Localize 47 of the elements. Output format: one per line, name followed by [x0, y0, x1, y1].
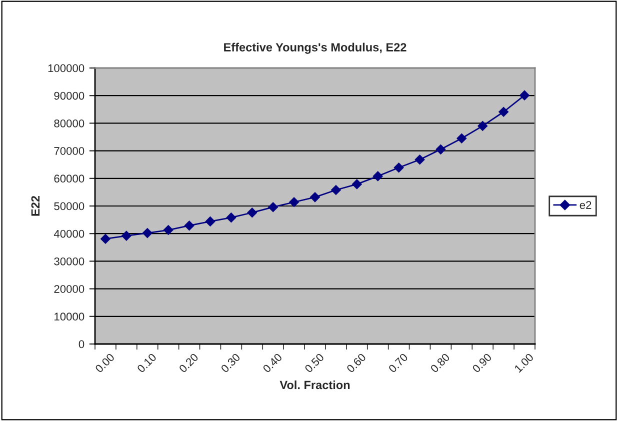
point: [268, 202, 278, 212]
y-tick-label: 0: [78, 340, 84, 348]
x-tick-label: 0.40: [262, 352, 283, 374]
x-tick-label: 1.00: [514, 352, 534, 373]
point: [163, 225, 174, 235]
y-axis-title: E22: [31, 196, 40, 216]
y-tick-label: 90000: [54, 92, 84, 100]
point: [352, 179, 362, 190]
x-tick-label: 0.60: [346, 352, 366, 374]
legend-label: e2: [580, 201, 592, 209]
point: [520, 90, 530, 100]
chart-title: Effective Youngs's Modulus, E22: [224, 42, 406, 54]
point: [205, 216, 216, 226]
x-tick-label: 0.50: [304, 352, 324, 374]
x-tick-label: 0.90: [472, 352, 492, 374]
point: [310, 192, 320, 202]
y-tick-label: 20000: [54, 285, 84, 293]
point: [100, 234, 110, 244]
y-tick-label: 100000: [48, 64, 84, 72]
y-tick-label: 70000: [54, 147, 84, 155]
x-tick-label: 0.70: [388, 352, 408, 374]
point: [498, 106, 509, 117]
point: [331, 185, 341, 195]
x-tick-label: 0.80: [430, 352, 450, 374]
point: [436, 144, 446, 154]
y-tick-label: 80000: [54, 119, 84, 128]
x-tick-label: 0.00: [94, 352, 115, 374]
x-axis-title: Vol. Fraction: [280, 380, 350, 390]
y-tick-label: 10000: [54, 312, 84, 321]
point: [372, 171, 383, 182]
x-tick-label: 0.10: [136, 352, 157, 374]
x-tick-label: 0.20: [178, 352, 199, 374]
y-tick-label: 40000: [54, 230, 84, 238]
point: [121, 230, 132, 241]
point: [414, 154, 425, 165]
point: [184, 220, 194, 231]
y-tick-label: 50000: [54, 202, 84, 210]
point: [289, 197, 299, 208]
point: [142, 228, 152, 238]
y-tick-label: 60000: [54, 174, 84, 183]
point: [478, 121, 488, 131]
y-tick-label: 30000: [54, 257, 84, 266]
x-tick-label: 0.30: [220, 352, 241, 374]
point: [456, 133, 467, 144]
point: [226, 212, 236, 223]
point: [394, 162, 404, 173]
point: [247, 208, 258, 218]
